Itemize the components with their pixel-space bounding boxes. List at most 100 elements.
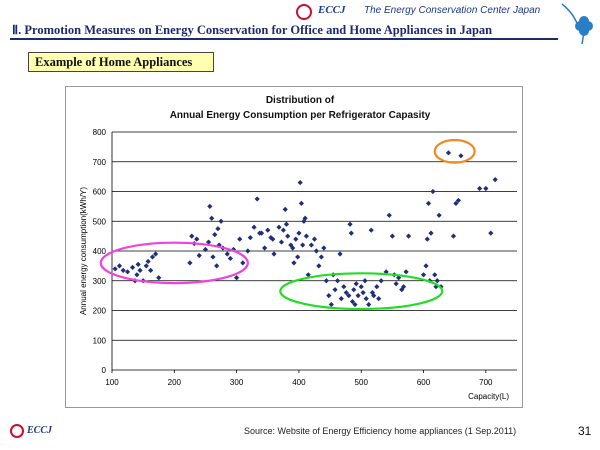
- data-point: [318, 254, 324, 260]
- data-point: [283, 221, 290, 227]
- data-point: [389, 233, 395, 239]
- data-point: [360, 290, 366, 296]
- data-point: [271, 251, 277, 257]
- data-point: [371, 293, 377, 299]
- data-point: [349, 298, 356, 305]
- data-point: [297, 179, 303, 186]
- footer-logo-text: ECCJ: [27, 425, 53, 436]
- data-point: [240, 260, 246, 266]
- x-tick-label: 700: [479, 378, 493, 387]
- data-point: [378, 278, 384, 284]
- x-tick-label: 200: [168, 378, 182, 387]
- x-axis-label: Capacity(L): [468, 392, 509, 401]
- data-point: [134, 272, 140, 278]
- title-underline: [10, 38, 558, 40]
- data-point: [234, 275, 240, 281]
- data-point: [424, 236, 430, 242]
- data-point: [268, 235, 274, 241]
- data-point: [149, 254, 156, 260]
- data-point: [237, 236, 243, 242]
- clover-logo-icon: [561, 3, 593, 45]
- data-point: [430, 188, 436, 195]
- chart-title-line-2: Annual Energy Consumption per Refrigerat…: [169, 110, 431, 121]
- data-point: [353, 281, 359, 287]
- data-point: [301, 218, 307, 224]
- data-point: [455, 197, 462, 204]
- data-point: [326, 293, 332, 299]
- source-note: Source: Website of Energy Efficiency hom…: [244, 426, 517, 436]
- data-point: [251, 224, 257, 230]
- data-point: [341, 284, 347, 290]
- data-point: [209, 215, 215, 221]
- x-tick-label: 300: [230, 378, 244, 387]
- data-point: [488, 230, 494, 236]
- data-point: [205, 239, 212, 245]
- data-point: [328, 301, 334, 308]
- data-point: [276, 224, 282, 230]
- data-point: [280, 227, 286, 233]
- data-point: [376, 296, 382, 302]
- data-point: [187, 260, 193, 266]
- data-point: [156, 275, 162, 281]
- organization-name: The Energy Conservation Center Japan: [364, 5, 541, 16]
- data-point: [338, 296, 344, 302]
- data-point: [351, 287, 357, 293]
- data-point: [428, 230, 434, 236]
- data-point: [445, 150, 452, 156]
- data-point: [207, 203, 213, 209]
- header-logo-text: ECCJ: [318, 4, 346, 16]
- y-axis-label: Annual energy consumption(kWh/Y): [79, 187, 88, 315]
- data-point: [196, 252, 202, 259]
- data-point: [112, 266, 118, 272]
- data-point: [295, 254, 301, 260]
- y-tick-label: 700: [93, 158, 107, 167]
- data-point: [218, 218, 224, 224]
- data-point: [492, 177, 498, 183]
- data-point: [124, 269, 131, 275]
- data-point: [369, 290, 376, 296]
- data-point: [383, 269, 389, 275]
- data-point: [305, 272, 311, 278]
- data-point: [215, 226, 221, 232]
- chart-title-line-1: Distribution of: [265, 95, 335, 106]
- y-tick-label: 100: [93, 336, 107, 345]
- data-point: [308, 242, 314, 248]
- x-tick-label: 100: [105, 378, 119, 387]
- page-number: 31: [578, 424, 592, 438]
- data-point: [296, 230, 302, 236]
- data-point: [210, 254, 216, 260]
- data-point: [347, 221, 353, 227]
- data-point: [483, 185, 489, 192]
- data-point: [270, 236, 276, 242]
- data-point: [214, 263, 220, 269]
- data-point: [224, 251, 230, 257]
- data-point: [302, 215, 308, 221]
- data-point: [346, 293, 352, 299]
- data-point: [262, 245, 268, 251]
- data-point: [343, 290, 349, 296]
- data-point: [300, 242, 306, 248]
- data-point: [432, 272, 438, 278]
- y-tick-label: 800: [93, 128, 107, 137]
- data-point: [137, 267, 143, 273]
- data-point: [290, 245, 296, 251]
- eccj-logo-icon: [296, 4, 312, 20]
- data-point: [148, 267, 154, 273]
- data-point: [423, 263, 429, 269]
- data-point: [135, 261, 141, 267]
- data-point: [358, 284, 364, 290]
- data-point: [202, 246, 209, 253]
- data-point: [334, 278, 341, 284]
- data-point: [368, 227, 374, 233]
- y-tick-label: 300: [93, 277, 107, 286]
- data-point: [401, 284, 407, 290]
- data-point: [254, 196, 260, 202]
- data-point: [405, 233, 412, 239]
- data-point: [396, 275, 402, 281]
- data-point: [194, 236, 200, 242]
- data-point: [434, 278, 440, 284]
- data-point: [129, 264, 136, 270]
- x-tick-label: 400: [292, 378, 306, 387]
- data-point: [323, 278, 329, 284]
